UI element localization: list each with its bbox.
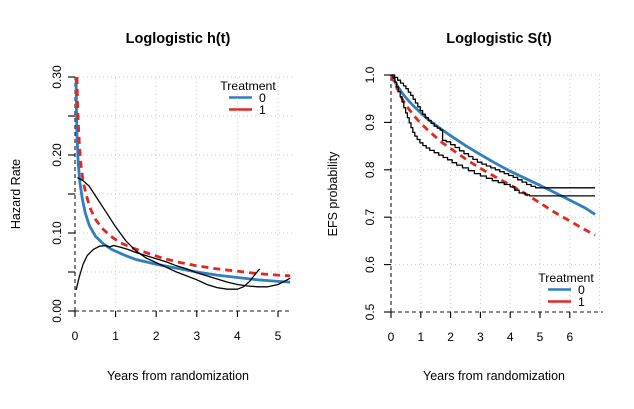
loglogistic-hazard-treatment-1-curve <box>75 76 291 278</box>
y-tick-label: 0.5 <box>363 303 377 320</box>
hazard-y-axis-title: Hazard Rate <box>9 159 23 229</box>
x-tick-label: 6 <box>566 330 573 344</box>
x-tick-label: 3 <box>193 329 200 343</box>
x-tick-label: 1 <box>417 330 424 344</box>
y-tick-label: 0.6 <box>363 256 377 273</box>
nonparametric-hazard-estimate-2-curve <box>75 244 291 291</box>
nonparametric-hazard-estimate-1-curve <box>77 177 261 290</box>
x-tick-label: 0 <box>388 330 395 344</box>
hazard-panel: Loglogistic h(t) Years from randomizatio… <box>9 31 292 383</box>
x-tick-label: 1 <box>112 329 119 343</box>
legend-label-treatment-0: 0 <box>578 283 585 297</box>
hazard-panel-title: Loglogistic h(t) <box>126 31 231 47</box>
kaplan-meier-treatment-1-curve <box>391 74 596 197</box>
loglogistic-hazard-treatment-0-curve <box>74 76 291 284</box>
survival-grid-layer <box>391 74 603 312</box>
kaplan-meier-treatment-0-curve <box>391 74 596 189</box>
survival-x-axis-title: Years from randomization <box>423 369 565 383</box>
x-tick-label: 2 <box>153 329 160 343</box>
loglogistic-survival-treatment-0-curve <box>389 74 596 216</box>
legend-label-treatment-1: 1 <box>259 103 266 117</box>
x-tick-label: 5 <box>537 330 544 344</box>
y-tick-label: 0.8 <box>363 161 377 178</box>
x-tick-label: 2 <box>447 330 454 344</box>
survival-y-axis-title: EFS probability <box>326 151 340 237</box>
x-tick-label: 0 <box>72 329 79 343</box>
hazard-legend: Treatment 0 1 <box>220 79 276 117</box>
legend-title: Treatment <box>538 271 594 285</box>
x-tick-label: 4 <box>234 329 241 343</box>
survival-panel: Loglogistic S(t) Years from randomizatio… <box>326 31 603 383</box>
hazard-series-layer <box>74 76 291 291</box>
x-tick-label: 5 <box>275 329 282 343</box>
hazard-axis-layer: 0 1 2 3 4 50.000.100.200.30 <box>50 65 282 343</box>
y-tick-label: 0.7 <box>363 209 377 226</box>
x-tick-label: 3 <box>477 330 484 344</box>
x-tick-label: 4 <box>507 330 514 344</box>
survival-legend: Treatment 0 1 <box>538 271 594 309</box>
legend-label-treatment-0: 0 <box>259 91 266 105</box>
survival-series-layer <box>389 74 596 237</box>
survival-axis-layer: 0 1 2 3 4 5 6 0.5 0.6 0.7 0.8 0.9 1.0 <box>363 66 573 344</box>
y-tick-label: 0.9 <box>363 114 377 131</box>
hazard-grid-layer <box>75 76 292 311</box>
y-tick-label: 0.30 <box>50 65 64 89</box>
y-tick-label: 0.20 <box>50 143 64 167</box>
y-tick-label: 0.10 <box>50 221 64 245</box>
legend-title: Treatment <box>220 79 276 93</box>
y-tick-label: 1.0 <box>363 66 377 83</box>
loglogistic-survival-treatment-1-curve <box>389 74 596 237</box>
legend-label-treatment-1: 1 <box>578 295 585 309</box>
hazard-x-axis-title: Years from randomization <box>107 369 249 383</box>
survival-panel-title: Loglogistic S(t) <box>446 31 552 47</box>
y-tick-label: 0.00 <box>50 299 64 323</box>
